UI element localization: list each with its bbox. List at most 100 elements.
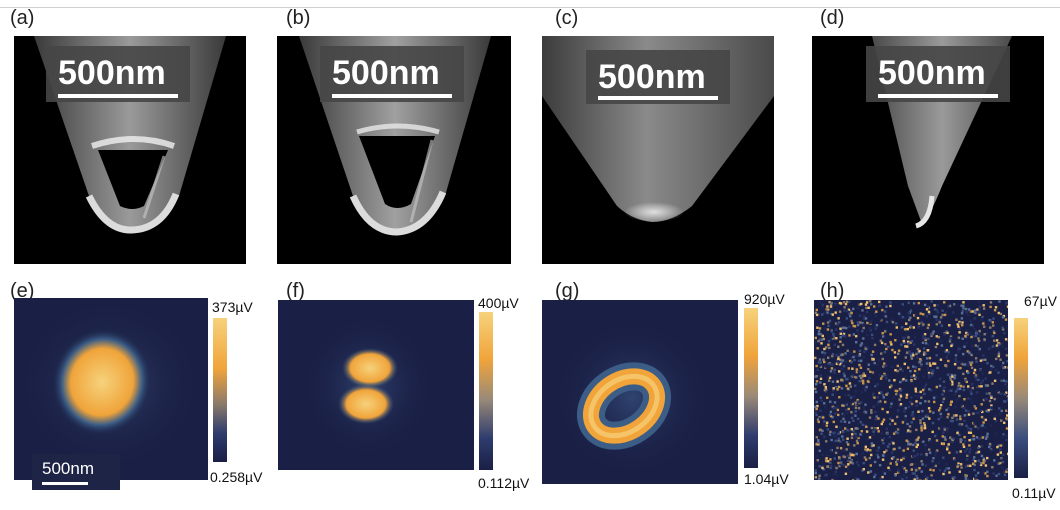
noise-pixel — [828, 433, 832, 436]
noise-pixel — [830, 330, 834, 333]
noise-pixel — [826, 328, 830, 331]
noise-pixel — [1000, 342, 1004, 345]
noise-pixel — [908, 318, 911, 322]
noise-pixel — [815, 364, 818, 368]
noise-pixel — [939, 407, 942, 410]
noise-pixel — [849, 396, 853, 399]
noise-pixel — [890, 384, 893, 387]
noise-pixel — [990, 364, 993, 368]
noise-pixel — [820, 415, 823, 418]
noise-pixel — [948, 340, 952, 343]
noise-pixel — [957, 347, 960, 351]
noise-pixel — [879, 339, 883, 342]
noise-pixel — [930, 478, 933, 480]
noise-pixel — [862, 343, 865, 346]
noise-pixel — [977, 310, 980, 313]
noise-pixel — [855, 435, 858, 438]
noise-pixel — [956, 387, 959, 391]
noise-pixel — [950, 389, 953, 392]
noise-pixel — [856, 306, 859, 310]
noise-pixel — [898, 446, 901, 450]
noise-pixel — [861, 379, 865, 382]
noise-pixel — [977, 462, 981, 466]
noise-pixel — [969, 464, 972, 467]
noise-pixel — [835, 354, 838, 357]
noise-pixel — [982, 457, 986, 460]
noise-pixel — [847, 429, 850, 432]
noise-pixel — [913, 314, 916, 317]
noise-pixel — [902, 474, 906, 477]
noise-pixel — [882, 442, 885, 445]
noise-pixel — [848, 351, 852, 354]
noise-pixel — [899, 403, 903, 406]
noise-pixel — [840, 387, 844, 390]
noise-pixel — [950, 400, 953, 404]
noise-pixel — [930, 474, 933, 477]
noise-pixel — [893, 379, 896, 382]
noise-pixel — [876, 449, 880, 452]
noise-pixel — [975, 391, 979, 394]
noise-pixel — [964, 334, 967, 338]
noise-pixel — [914, 387, 917, 390]
noise-pixel — [995, 339, 999, 342]
noise-pixel — [817, 420, 820, 424]
noise-pixel — [862, 323, 865, 326]
noise-pixel — [955, 398, 959, 401]
noise-pixel — [847, 300, 850, 303]
noise-pixel — [894, 474, 897, 477]
noise-pixel — [913, 336, 917, 339]
noise-pixel — [830, 310, 833, 313]
noise-pixel — [962, 372, 965, 376]
noise-pixel — [982, 322, 985, 325]
noise-pixel — [815, 455, 818, 458]
noise-pixel — [988, 399, 992, 403]
noise-pixel — [843, 301, 846, 304]
noise-pixel — [833, 401, 837, 404]
noise-pixel — [819, 374, 822, 377]
noise-pixel — [1002, 453, 1005, 457]
noise-pixel — [827, 356, 830, 359]
panel-label-a: (a) — [10, 7, 35, 29]
noise-pixel — [848, 334, 851, 337]
noise-pixel — [910, 468, 913, 471]
noise-pixel — [866, 346, 869, 349]
noise-pixel — [951, 419, 954, 423]
noise-pixel — [828, 376, 832, 379]
noise-pixel — [984, 384, 988, 387]
noise-pixel — [932, 479, 935, 480]
noise-pixel — [984, 464, 988, 467]
noise-pixel — [894, 422, 897, 425]
noise-pixel — [824, 365, 827, 368]
noise-pixel — [922, 323, 925, 326]
noise-pixel — [995, 432, 998, 435]
noise-pixel — [836, 427, 839, 431]
noise-pixel — [953, 377, 956, 380]
noise-pixel — [898, 366, 902, 369]
noise-pixel — [858, 314, 862, 317]
noise-pixel — [845, 448, 848, 451]
noise-pixel — [953, 374, 957, 377]
noise-pixel — [995, 357, 998, 361]
noise-pixel — [901, 421, 905, 424]
noise-pixel — [821, 313, 824, 316]
noise-pixel — [939, 404, 943, 407]
noise-pixel — [851, 433, 854, 436]
noise-pixel — [863, 315, 866, 318]
noise-pixel — [954, 360, 958, 363]
noise-pixel — [927, 323, 930, 327]
noise-pixel — [1005, 438, 1008, 442]
noise-pixel — [875, 324, 879, 327]
noise-pixel — [892, 432, 896, 435]
noise-pixel — [952, 437, 955, 441]
noise-pixel — [897, 352, 900, 355]
noise-pixel — [865, 301, 869, 304]
noise-pixel — [981, 372, 985, 375]
noise-pixel — [883, 372, 886, 376]
noise-pixel — [896, 369, 899, 373]
noise-pixel — [949, 376, 952, 379]
noise-pixel — [904, 414, 907, 418]
noise-pixel — [819, 333, 822, 336]
noise-pixel — [817, 361, 821, 364]
noise-pixel — [985, 409, 988, 413]
noise-pixel — [991, 345, 995, 348]
